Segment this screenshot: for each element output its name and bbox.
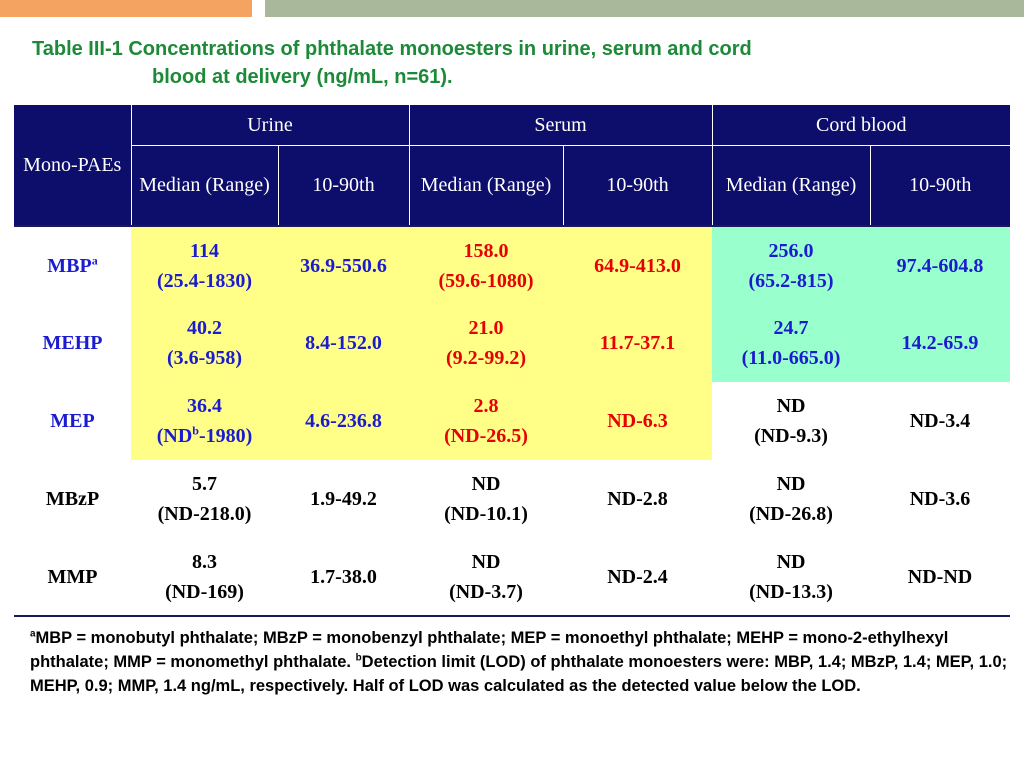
cell-urine-median: 8.3 (ND-169) — [131, 538, 278, 617]
cell-serum-median: 2.8 (ND-26.5) — [409, 382, 564, 460]
table-title-line1: Table III-1 Concentrations of phthalate … — [32, 38, 752, 60]
cell-cord-percentile: ND-ND — [870, 538, 1011, 617]
range-value: (ND-26.5) — [444, 425, 528, 447]
footnote-marker: a — [91, 252, 98, 267]
cell-serum-percentile: ND-2.4 — [563, 538, 713, 617]
footnote-abbreviations: MBP = monobutyl phthalate; MBzP = monobe… — [30, 629, 949, 671]
median-value: ND — [776, 395, 806, 417]
table-footnote: aMBP = monobutyl phthalate; MBzP = monob… — [30, 626, 1010, 698]
cell-cord-percentile: 14.2-65.9 — [870, 304, 1011, 382]
range-value: (ND-9.3) — [754, 425, 828, 447]
subheader-serum-median: Median (Range) — [408, 145, 564, 226]
header-cord-blood: Cord blood — [711, 105, 1011, 146]
cell-urine-median: 5.7 (ND-218.0) — [131, 460, 278, 538]
range-value: (11.0-665.0) — [741, 347, 841, 369]
range-value: (ND-218.0) — [157, 503, 252, 525]
cell-cord-median: ND (ND-9.3) — [712, 382, 870, 460]
cell-cord-median: 256.0 (65.2-815) — [712, 225, 871, 304]
table-row-mep: MEP 36.4 (NDb-1980) 4.6-236.8 2.8 (ND-26.5… — [14, 382, 1010, 460]
range-value: (ND-10.1) — [444, 503, 528, 525]
cell-urine-median: 36.4 (NDb-1980) — [131, 382, 278, 460]
footnote-marker: b — [192, 423, 199, 438]
cell-cord-percentile: 97.4-604.8 — [870, 225, 1011, 304]
row-label-mehp: MEHP — [42, 332, 103, 354]
data-table-container: Mono-PAEs Urine Serum Cord blood Median … — [14, 105, 1011, 617]
median-value: ND — [776, 473, 806, 495]
median-value: 24.7 — [773, 317, 809, 339]
footnote-marker-a: a — [30, 628, 36, 640]
median-value: 256.0 — [768, 239, 814, 262]
cell-cord-percentile: ND-3.6 — [909, 488, 971, 510]
median-value: ND — [776, 550, 806, 573]
table-row-mmp: MMP 8.3 (ND-169) 1.7-38.0 ND (ND-3.7) ND-2… — [14, 538, 1011, 617]
decorative-green-bar — [265, 0, 1024, 17]
footnote-marker-b: b — [355, 652, 362, 664]
table-title-line2: blood at delivery (ng/mL, n=61). — [152, 66, 453, 88]
subheader-cord-percentile: 10-90th — [869, 145, 1011, 226]
range-value: (ND-26.8) — [749, 503, 833, 525]
subheader-cord-median: Median (Range) — [711, 145, 871, 226]
table-title: Table III-1 Concentrations of phthalate … — [32, 35, 992, 91]
median-value: 8.3 — [192, 550, 217, 573]
range-value: (9.2-99.2) — [446, 347, 526, 369]
row-label-text: MBP — [47, 254, 92, 277]
cell-serum-percentile: ND-2.8 — [607, 488, 668, 510]
cell-serum-percentile: ND-6.3 — [563, 382, 713, 460]
median-value: 114 — [190, 239, 219, 262]
cell-urine-percentile: 36.9-550.6 — [278, 225, 410, 304]
cell-cord-median: ND (ND-26.8) — [712, 460, 870, 538]
cell-cord-median: ND (ND-13.3) — [712, 538, 871, 617]
median-value: 40.2 — [187, 317, 222, 339]
median-value: 21.0 — [468, 317, 504, 339]
cell-serum-percentile: 64.9-413.0 — [563, 225, 713, 304]
cell-serum-median: 21.0 (9.2-99.2) — [409, 304, 564, 382]
row-label-mep: MEP — [50, 410, 95, 432]
median-value: ND — [471, 550, 501, 573]
table-row-mehp: MEHP 40.2 (3.6-958) 8.4-152.0 21.0 (9.2-99… — [14, 304, 1011, 382]
cell-urine-median: 40.2 (3.6-958) — [131, 304, 278, 382]
median-value: 158.0 — [463, 239, 509, 262]
cell-cord-median: 24.7 (11.0-665.0) — [712, 304, 871, 382]
range-value-end: -1980) — [198, 425, 253, 447]
cell-urine-percentile: 1.9-49.2 — [310, 488, 377, 510]
subheader-urine-percentile: 10-90th — [277, 145, 410, 226]
range-value: (65.2-815) — [748, 269, 834, 292]
row-label-mmp: MMP — [14, 538, 131, 617]
range-value: (ND-13.3) — [749, 580, 833, 603]
header-urine: Urine — [130, 105, 410, 146]
range-value: (ND-169) — [165, 580, 244, 603]
range-value: (ND-3.7) — [449, 580, 523, 603]
cell-serum-median: 158.0 (59.6-1080) — [409, 225, 564, 304]
table-row-mbzp: MBzP 5.7 (ND-218.0) 1.9-49.2 ND (ND-10.1) … — [14, 460, 1010, 538]
subheader-serum-percentile: 10-90th — [562, 145, 713, 226]
cell-cord-percentile: ND-3.4 — [909, 410, 971, 432]
table-row-mbp: MBPa 114 (25.4-1830) 36.9-550.6 158.0 (59.… — [14, 225, 1011, 304]
range-value: (59.6-1080) — [438, 269, 534, 292]
median-value: 5.7 — [192, 473, 217, 495]
header-serum: Serum — [408, 105, 713, 146]
range-value: (25.4-1830) — [157, 269, 252, 292]
decorative-orange-bar — [0, 0, 252, 17]
median-value: 2.8 — [473, 395, 499, 417]
cell-serum-percentile: 11.7-37.1 — [563, 304, 713, 382]
cell-urine-median: 114 (25.4-1830) — [131, 225, 278, 304]
range-value: (3.6-958) — [167, 347, 242, 369]
range-value-start: (ND — [156, 425, 193, 447]
median-value: 36.4 — [187, 395, 222, 417]
footnote-lod: Detection limit (LOD) of phthalate monoe… — [30, 653, 1008, 695]
cell-serum-median: ND (ND-10.1) — [409, 460, 563, 538]
concentration-table: Mono-PAEs Urine Serum Cord blood Median … — [14, 105, 1011, 617]
row-label-mbp: MBPa — [14, 225, 131, 304]
cell-urine-percentile: 4.6-236.8 — [278, 382, 410, 460]
cell-serum-median: ND (ND-3.7) — [409, 538, 564, 617]
cell-urine-percentile: 1.7-38.0 — [278, 538, 410, 617]
row-label-mbzp: MBzP — [45, 488, 100, 510]
header-mono-paes: Mono-PAEs — [14, 105, 131, 226]
median-value: ND — [471, 473, 501, 495]
cell-urine-percentile: 8.4-152.0 — [278, 304, 410, 382]
subheader-urine-median: Median (Range) — [130, 145, 278, 226]
